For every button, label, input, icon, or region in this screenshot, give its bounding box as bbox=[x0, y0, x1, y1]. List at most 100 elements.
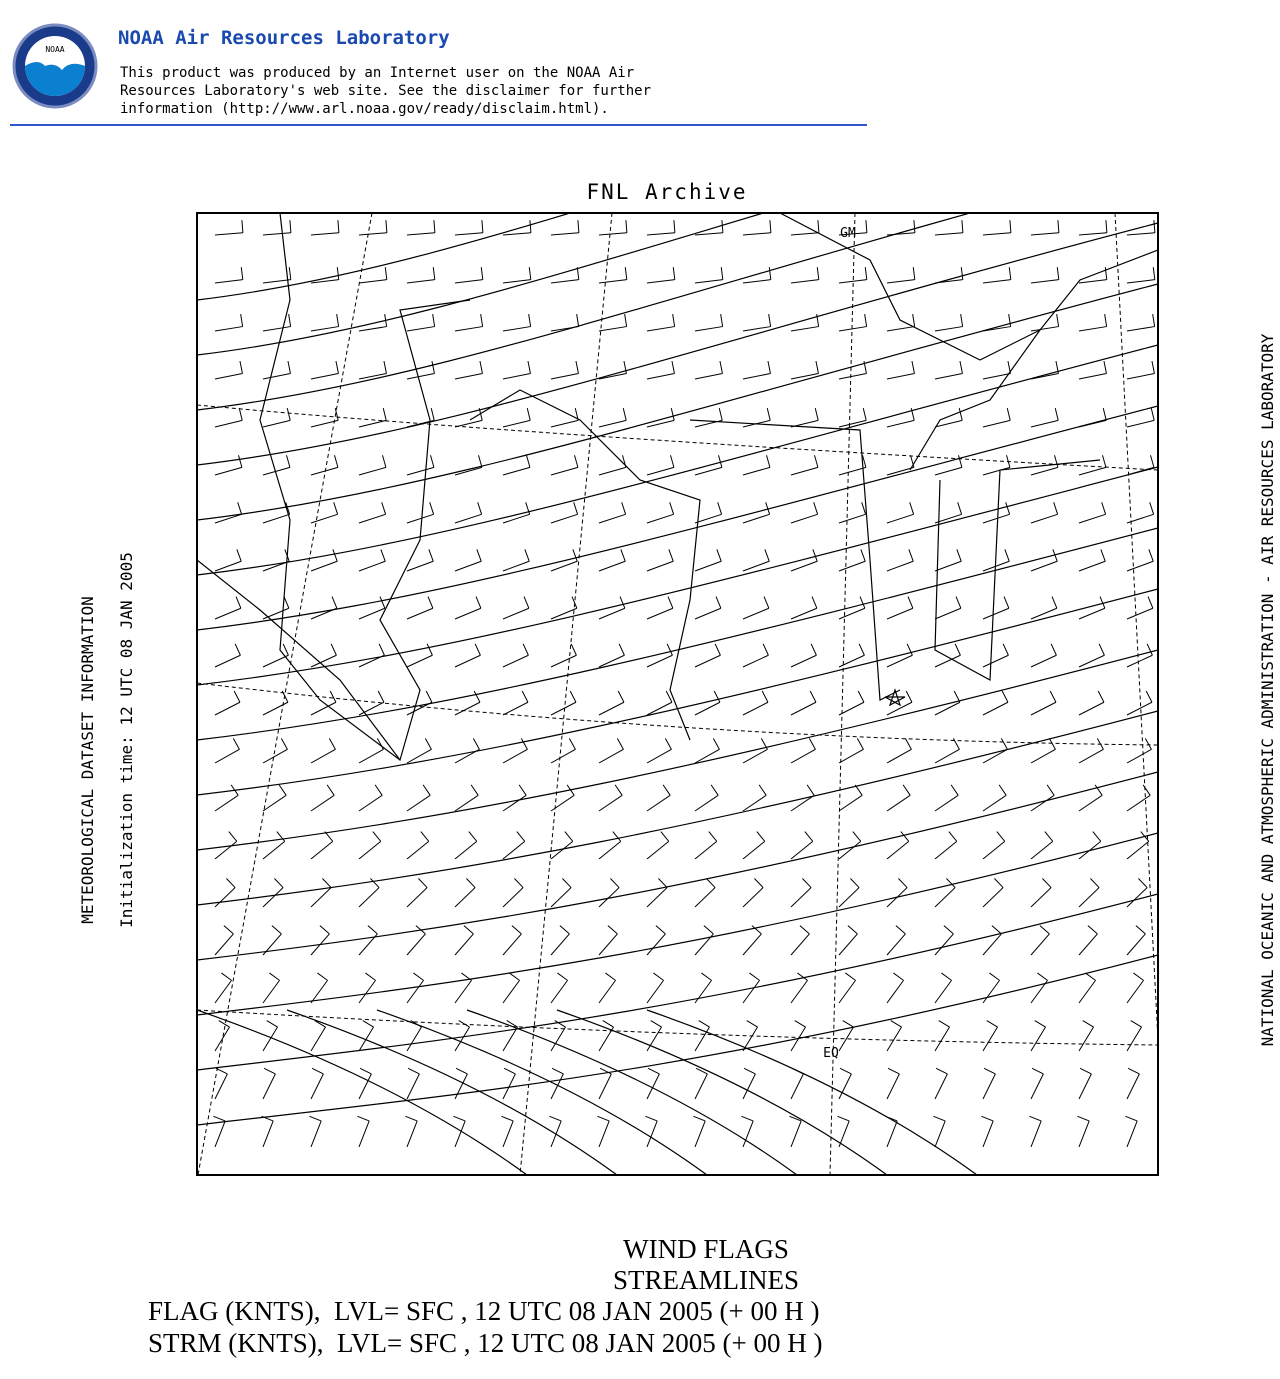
wind-barb bbox=[982, 513, 1010, 524]
wind-barb-flag bbox=[263, 1067, 276, 1075]
wind-barb-flag bbox=[955, 596, 962, 609]
wind-barb bbox=[1030, 232, 1059, 236]
wind-barb-flag bbox=[241, 220, 244, 233]
wind-barb bbox=[694, 887, 716, 908]
disclaimer-line: Resources Laboratory's web site. See the… bbox=[120, 83, 651, 99]
wind-barb bbox=[838, 513, 866, 524]
wind-barb bbox=[982, 560, 1010, 572]
wind-barb-flag bbox=[746, 1020, 758, 1028]
wind-barb-flag bbox=[470, 784, 479, 796]
wind-barb-flag bbox=[1097, 690, 1105, 703]
wind-barb bbox=[1126, 654, 1153, 668]
wind-barb-flag bbox=[893, 972, 904, 981]
wind-barb-flag bbox=[621, 502, 627, 515]
wind-barb bbox=[646, 1073, 660, 1100]
wind-barb-flag bbox=[768, 314, 772, 327]
wind-barb-flag bbox=[379, 596, 386, 609]
wind-barb-flag bbox=[261, 1115, 274, 1122]
wind-barb-flag bbox=[382, 408, 387, 421]
wind-barb bbox=[1030, 560, 1058, 572]
streamline bbox=[197, 710, 1158, 906]
wind-barb bbox=[550, 654, 577, 668]
wind-barb bbox=[1126, 748, 1152, 764]
wind-barb-flag bbox=[668, 549, 674, 562]
wind-barb bbox=[934, 560, 962, 572]
wind-barb-flag bbox=[842, 1020, 854, 1028]
wind-barb-flag bbox=[232, 738, 240, 750]
wind-barb-flag bbox=[524, 549, 530, 562]
wind-barb bbox=[454, 513, 482, 524]
wind-barb bbox=[694, 1120, 706, 1148]
wind-barb-flag bbox=[329, 690, 337, 703]
wind-barb-flag bbox=[935, 1067, 948, 1075]
wind-barb-flag bbox=[575, 361, 579, 374]
wind-barb-flag bbox=[1147, 596, 1154, 609]
wind-barb bbox=[1126, 701, 1153, 716]
wind-barb bbox=[886, 980, 904, 1004]
wind-barb bbox=[214, 607, 242, 620]
wind-barb-flag bbox=[912, 267, 916, 280]
wind-barb bbox=[454, 933, 474, 956]
wind-barb bbox=[406, 794, 431, 812]
wind-barb bbox=[1126, 513, 1154, 524]
wind-barb-flag bbox=[518, 784, 527, 796]
wind-barb bbox=[1126, 372, 1155, 380]
wind-barb-flag bbox=[1006, 455, 1011, 468]
wind-barb bbox=[214, 513, 242, 524]
wind-barb-flag bbox=[662, 784, 671, 796]
wind-barb-flag bbox=[1102, 408, 1107, 421]
wind-barb bbox=[550, 794, 575, 812]
wind-barb-flag bbox=[473, 690, 481, 703]
wind-barb bbox=[550, 748, 576, 764]
wind-barb bbox=[406, 560, 434, 572]
wind-barb bbox=[1078, 1120, 1090, 1148]
wind-barb-flag bbox=[430, 455, 435, 468]
wind-barb bbox=[358, 654, 385, 668]
streamline bbox=[197, 344, 1158, 576]
wind-barb bbox=[646, 701, 673, 716]
wind-barb-flag bbox=[1042, 878, 1052, 888]
wind-barb-flag bbox=[1037, 972, 1048, 981]
wind-barb-flag bbox=[670, 455, 675, 468]
wind-barb-flag bbox=[960, 267, 964, 280]
wind-barb bbox=[454, 232, 483, 236]
wind-barb-flag bbox=[288, 267, 292, 280]
wind-barb-flag bbox=[864, 267, 868, 280]
wind-barb bbox=[838, 748, 864, 764]
wind-barb bbox=[502, 748, 528, 764]
wind-barb bbox=[406, 513, 434, 524]
wind-barb-flag bbox=[1152, 314, 1156, 327]
wind-barb bbox=[646, 372, 675, 380]
wind-barb bbox=[358, 1026, 374, 1052]
wind-barb bbox=[694, 372, 723, 380]
wind-barb-flag bbox=[564, 831, 574, 842]
wind-barb bbox=[1030, 1120, 1042, 1148]
wind-barb-flag bbox=[693, 1115, 706, 1122]
wind-barb bbox=[886, 1026, 902, 1052]
wind-barb bbox=[598, 466, 627, 476]
wind-barb bbox=[790, 372, 819, 380]
wind-barb-flag bbox=[817, 220, 820, 233]
wind-barb bbox=[742, 654, 769, 668]
wind-barb bbox=[406, 1026, 422, 1052]
wind-barb-flag bbox=[864, 314, 868, 327]
wind-barb bbox=[406, 980, 424, 1004]
wind-barb-flag bbox=[715, 596, 722, 609]
wind-barb-flag bbox=[1104, 267, 1108, 280]
wind-barb-flag bbox=[623, 361, 627, 374]
wind-barb-flag bbox=[429, 502, 435, 515]
wind-barb-flag bbox=[311, 1067, 324, 1075]
footer-line: STREAMLINES bbox=[613, 1265, 799, 1295]
wind-barb-flag bbox=[708, 831, 718, 842]
wind-barb bbox=[1078, 279, 1107, 284]
wind-barb bbox=[550, 933, 570, 956]
wind-barb bbox=[982, 794, 1007, 812]
wind-barb-flag bbox=[280, 738, 288, 750]
wind-barb bbox=[598, 701, 625, 716]
wind-barb-flag bbox=[789, 1115, 802, 1122]
wind-barb bbox=[1078, 794, 1103, 812]
wind-barb-flag bbox=[665, 690, 673, 703]
wind-barb-flag bbox=[529, 220, 532, 233]
wind-barb bbox=[886, 279, 915, 284]
wind-barb bbox=[646, 607, 674, 620]
